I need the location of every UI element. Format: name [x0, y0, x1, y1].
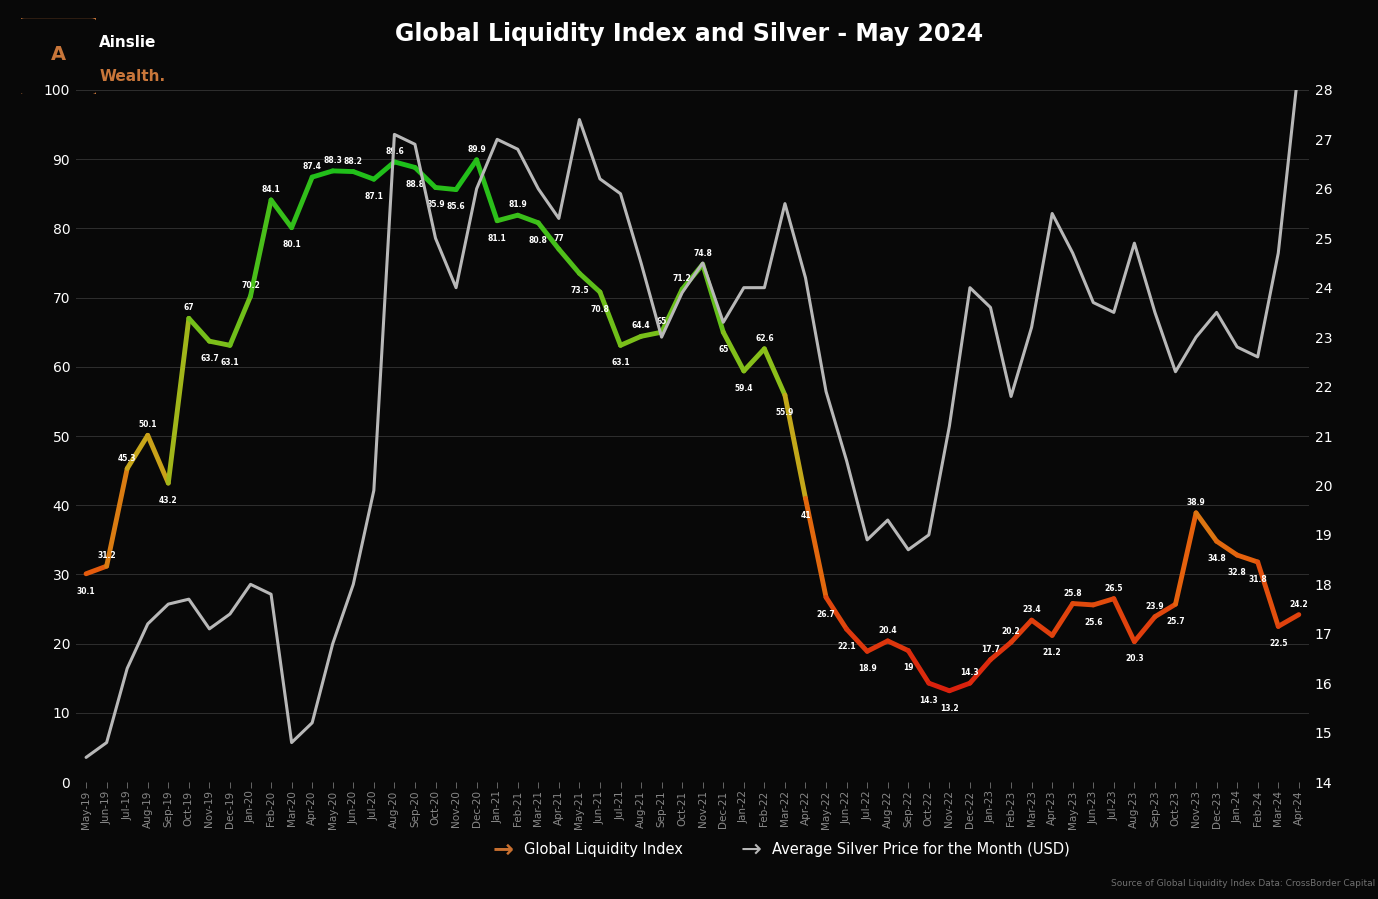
Text: 25.8: 25.8	[1064, 589, 1082, 598]
Text: 59.4: 59.4	[734, 384, 754, 393]
Text: 50.1: 50.1	[138, 421, 157, 430]
Text: 88.8: 88.8	[405, 180, 424, 189]
Text: 65: 65	[656, 317, 667, 326]
Text: 22.5: 22.5	[1269, 639, 1287, 648]
Text: →: →	[492, 838, 514, 861]
Text: 20.4: 20.4	[878, 626, 897, 635]
Text: 70.2: 70.2	[241, 281, 260, 290]
Text: 45.3: 45.3	[119, 454, 136, 463]
Text: 63.1: 63.1	[220, 358, 240, 367]
Text: 43.2: 43.2	[158, 496, 178, 505]
Text: 80.8: 80.8	[529, 236, 547, 245]
Text: 62.6: 62.6	[755, 334, 773, 343]
Text: 34.8: 34.8	[1207, 554, 1226, 563]
Text: 88.2: 88.2	[344, 156, 362, 165]
Text: 14.3: 14.3	[960, 668, 980, 677]
Text: 70.8: 70.8	[591, 305, 609, 314]
Text: 38.9: 38.9	[1186, 498, 1206, 507]
Text: 23.4: 23.4	[1022, 605, 1040, 614]
Text: 23.9: 23.9	[1145, 601, 1164, 610]
Text: 81.1: 81.1	[488, 234, 507, 243]
Text: 18.9: 18.9	[857, 664, 876, 673]
Text: 63.7: 63.7	[200, 354, 219, 363]
Text: Global Liquidity Index: Global Liquidity Index	[524, 842, 682, 857]
Text: 24.2: 24.2	[1290, 600, 1308, 609]
Text: 67: 67	[183, 304, 194, 313]
Text: 81.9: 81.9	[508, 200, 528, 209]
Text: 32.8: 32.8	[1228, 568, 1247, 577]
Text: 20.2: 20.2	[1002, 628, 1020, 636]
Text: 73.5: 73.5	[570, 286, 588, 295]
Text: 31.2: 31.2	[98, 551, 116, 560]
Text: 84.1: 84.1	[262, 185, 281, 194]
Text: 26.5: 26.5	[1105, 583, 1123, 592]
Text: 71.2: 71.2	[672, 274, 692, 283]
Text: 85.9: 85.9	[426, 200, 445, 209]
Text: 55.9: 55.9	[776, 408, 794, 417]
Text: 20.3: 20.3	[1124, 654, 1144, 663]
Text: 87.1: 87.1	[364, 192, 383, 201]
Text: 26.7: 26.7	[817, 610, 835, 619]
Text: 74.8: 74.8	[693, 249, 712, 258]
Text: 87.4: 87.4	[303, 162, 321, 171]
Text: 31.8: 31.8	[1248, 574, 1268, 583]
Text: 17.7: 17.7	[981, 645, 1000, 654]
Text: Ainslie: Ainslie	[99, 35, 157, 49]
Text: A: A	[51, 45, 66, 64]
Text: 21.2: 21.2	[1043, 648, 1061, 657]
Text: 13.2: 13.2	[940, 704, 959, 713]
Text: 65: 65	[718, 345, 729, 354]
Text: Average Silver Price for the Month (USD): Average Silver Price for the Month (USD)	[772, 842, 1069, 857]
Text: Wealth.: Wealth.	[99, 69, 165, 84]
Text: 77: 77	[554, 235, 564, 244]
Text: Source of Global Liquidity Index Data: CrossBorder Capital: Source of Global Liquidity Index Data: C…	[1111, 879, 1375, 888]
Text: 89.9: 89.9	[467, 145, 486, 154]
Text: 64.4: 64.4	[631, 322, 650, 331]
Text: 30.1: 30.1	[77, 586, 95, 595]
Text: 25.7: 25.7	[1166, 617, 1185, 626]
Text: 89.6: 89.6	[384, 147, 404, 156]
Text: →: →	[740, 838, 762, 861]
Text: 25.6: 25.6	[1084, 618, 1102, 627]
Text: 14.3: 14.3	[919, 696, 938, 705]
Text: 85.6: 85.6	[446, 202, 466, 211]
Text: 41: 41	[801, 512, 810, 521]
Text: 88.3: 88.3	[324, 156, 342, 165]
Text: 19: 19	[903, 663, 914, 672]
Text: 80.1: 80.1	[282, 240, 300, 249]
Text: 63.1: 63.1	[612, 358, 630, 367]
Text: 22.1: 22.1	[838, 642, 856, 651]
Text: Global Liquidity Index and Silver - May 2024: Global Liquidity Index and Silver - May …	[395, 22, 983, 47]
